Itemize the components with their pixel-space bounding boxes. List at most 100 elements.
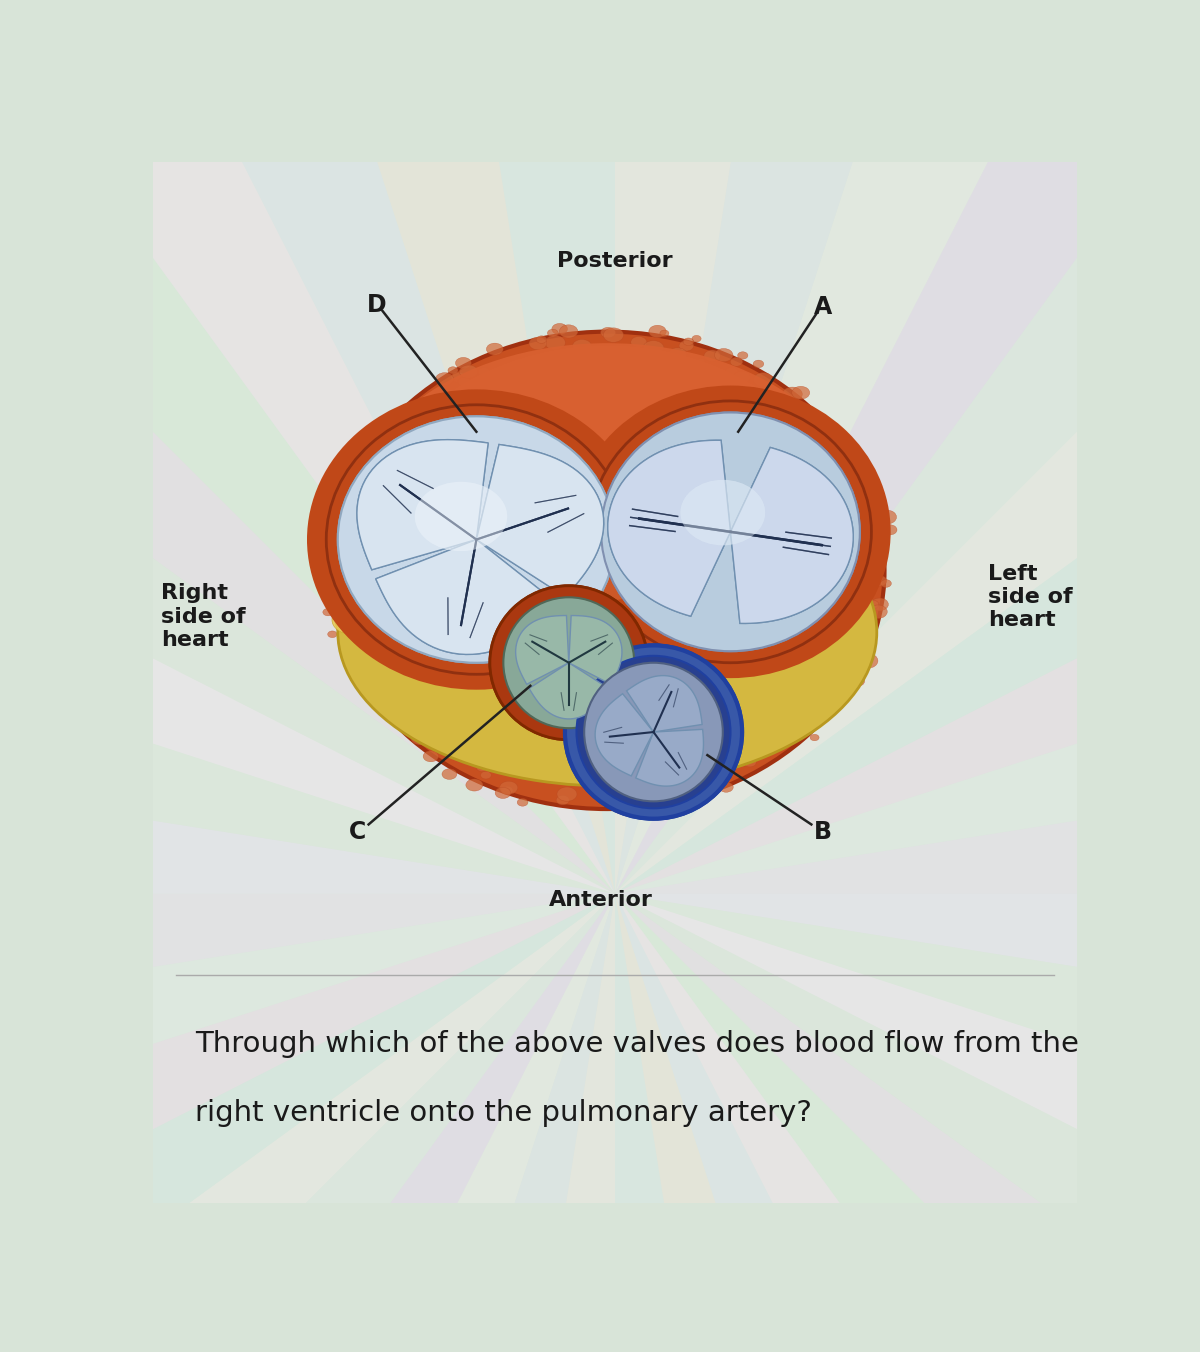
Ellipse shape [616, 807, 626, 814]
Ellipse shape [426, 538, 448, 556]
Wedge shape [616, 894, 1200, 1352]
Ellipse shape [448, 366, 458, 375]
Ellipse shape [502, 787, 514, 795]
Ellipse shape [743, 525, 762, 538]
Wedge shape [616, 894, 972, 1352]
Ellipse shape [703, 779, 715, 787]
Ellipse shape [503, 598, 635, 729]
Ellipse shape [386, 595, 410, 614]
Ellipse shape [383, 565, 419, 592]
Ellipse shape [338, 416, 616, 662]
Ellipse shape [526, 529, 545, 548]
Ellipse shape [871, 598, 888, 611]
Ellipse shape [456, 357, 472, 369]
Ellipse shape [332, 606, 368, 634]
Polygon shape [607, 441, 731, 617]
Ellipse shape [335, 514, 353, 527]
Wedge shape [258, 0, 616, 894]
Ellipse shape [872, 576, 887, 585]
Ellipse shape [318, 564, 337, 577]
Ellipse shape [857, 653, 878, 668]
Ellipse shape [466, 534, 496, 557]
Ellipse shape [322, 504, 341, 518]
Ellipse shape [664, 525, 682, 552]
Polygon shape [529, 662, 608, 719]
Ellipse shape [634, 503, 643, 529]
Wedge shape [0, 894, 616, 1352]
Ellipse shape [559, 324, 578, 338]
Wedge shape [0, 894, 616, 1352]
Ellipse shape [649, 326, 666, 338]
Wedge shape [0, 894, 616, 1352]
Ellipse shape [577, 538, 600, 556]
Ellipse shape [460, 365, 478, 379]
Polygon shape [731, 448, 853, 623]
Ellipse shape [424, 750, 438, 761]
Ellipse shape [714, 349, 733, 362]
Ellipse shape [576, 656, 731, 808]
Ellipse shape [601, 412, 860, 652]
Polygon shape [626, 676, 702, 731]
Wedge shape [616, 713, 1200, 894]
Ellipse shape [350, 485, 359, 492]
Ellipse shape [466, 779, 482, 791]
Ellipse shape [584, 662, 722, 802]
Ellipse shape [643, 341, 664, 356]
Wedge shape [434, 0, 616, 894]
Wedge shape [616, 894, 1200, 1352]
Ellipse shape [804, 584, 840, 612]
Ellipse shape [671, 549, 695, 565]
Ellipse shape [743, 757, 756, 767]
Ellipse shape [355, 431, 377, 448]
Ellipse shape [647, 799, 658, 807]
Polygon shape [376, 539, 558, 654]
Wedge shape [91, 894, 616, 1352]
Ellipse shape [572, 339, 592, 353]
Wedge shape [258, 894, 616, 1352]
Ellipse shape [584, 662, 722, 802]
Ellipse shape [538, 521, 566, 542]
Ellipse shape [660, 330, 668, 337]
Ellipse shape [612, 786, 631, 800]
Ellipse shape [388, 416, 407, 430]
Wedge shape [616, 0, 972, 894]
Wedge shape [616, 77, 1200, 894]
Ellipse shape [338, 479, 877, 786]
Wedge shape [616, 894, 1200, 1352]
Ellipse shape [851, 676, 864, 687]
Ellipse shape [458, 377, 472, 387]
Ellipse shape [551, 538, 578, 552]
Ellipse shape [680, 480, 766, 545]
Ellipse shape [762, 584, 792, 608]
Ellipse shape [337, 585, 350, 595]
Ellipse shape [761, 538, 786, 557]
Polygon shape [569, 615, 622, 684]
Ellipse shape [353, 345, 862, 780]
Polygon shape [356, 439, 488, 569]
Wedge shape [0, 537, 616, 894]
Ellipse shape [679, 341, 694, 352]
Ellipse shape [667, 347, 688, 361]
Ellipse shape [614, 535, 649, 556]
Ellipse shape [823, 691, 833, 698]
Ellipse shape [368, 676, 383, 687]
Ellipse shape [468, 516, 494, 537]
Wedge shape [434, 894, 616, 1352]
Ellipse shape [415, 481, 508, 552]
Ellipse shape [378, 438, 400, 454]
Ellipse shape [414, 573, 433, 588]
Ellipse shape [742, 757, 751, 764]
Ellipse shape [499, 781, 517, 794]
Ellipse shape [766, 583, 797, 607]
Polygon shape [626, 676, 702, 731]
Ellipse shape [329, 596, 349, 610]
Ellipse shape [786, 558, 824, 589]
Ellipse shape [598, 515, 611, 522]
Wedge shape [616, 537, 1200, 894]
Ellipse shape [378, 680, 388, 687]
Ellipse shape [883, 525, 896, 535]
Ellipse shape [672, 514, 692, 523]
Ellipse shape [541, 507, 580, 518]
Ellipse shape [745, 560, 766, 575]
Ellipse shape [324, 546, 336, 554]
